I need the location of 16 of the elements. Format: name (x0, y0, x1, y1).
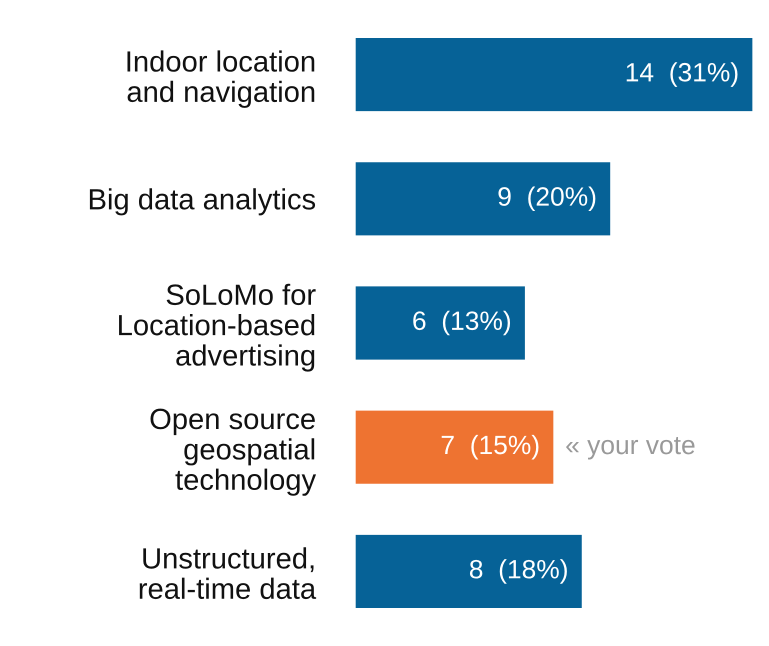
bar (355, 36, 754, 113)
bar (355, 160, 612, 237)
data-label: 9 (20%) (498, 186, 596, 212)
bar (355, 409, 555, 486)
y-tick-label: Big data analytics (90, 188, 316, 216)
data-label: 14 (31%) (626, 62, 738, 87)
y-tick-label: Unstructured, real-time data (140, 547, 316, 600)
bar (355, 533, 584, 610)
data-label: 6 (13%) (413, 310, 510, 336)
y-tick-label: SoLoMo for Location-based advertising (119, 284, 316, 372)
data-label: 7 (15%) (442, 434, 538, 460)
bar (355, 285, 526, 361)
data-label: 8 (18%) (470, 559, 567, 584)
y-tick-label: Indoor location and navigation (127, 50, 314, 108)
annotation: « your vote (566, 436, 695, 460)
y-tick-label: Open source geospatial technology (150, 408, 316, 496)
